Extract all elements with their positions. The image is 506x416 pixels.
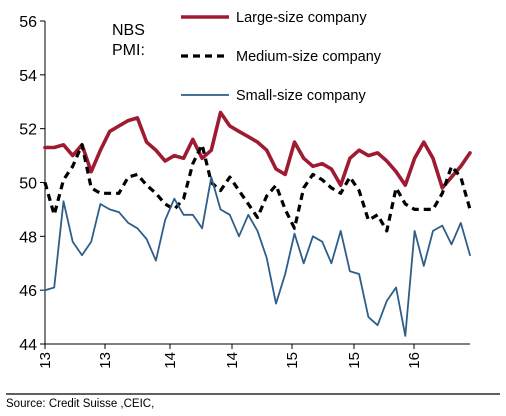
y-tick-label: 50: [19, 176, 37, 193]
x-tick-label: 16: [406, 352, 423, 369]
x-tick-label: 15: [284, 352, 301, 369]
y-tick-label: 54: [19, 68, 37, 85]
x-tick-label: 14: [162, 352, 179, 369]
chart-title-line: PMI:: [112, 42, 145, 59]
x-tick-label: 13: [37, 352, 54, 369]
axes-layer: 44 46 48 50 52 54 56 13 13 14 14 15 15 16: [19, 14, 470, 369]
x-tick-label: 15: [346, 352, 363, 369]
large-size-company-series-line: [43, 110, 472, 190]
x-tick-label: 13: [97, 352, 114, 369]
small-size-company-series-line: [44, 176, 471, 337]
legend: Large-size company Medium-size company Sma…: [181, 10, 382, 104]
series-layer: [43, 110, 472, 337]
medium-size-company-series-line: [43, 143, 472, 233]
source-note: Source: Credit Suisse ,CEIC,: [6, 398, 155, 410]
legend-label: Large-size company: [236, 10, 367, 26]
chart-title: NBS PMI:: [112, 22, 145, 59]
y-tick-label: 52: [19, 122, 37, 139]
x-tick-label: 14: [224, 352, 241, 369]
y-tick-label: 46: [19, 283, 37, 300]
y-tick-label: 48: [19, 229, 37, 246]
legend-label: Small-size company: [236, 88, 366, 104]
y-tick-label: 56: [19, 14, 37, 31]
chart-title-line: NBS: [112, 22, 145, 39]
legend-label: Medium-size company: [236, 49, 382, 65]
y-tick-label: 44: [19, 337, 37, 354]
